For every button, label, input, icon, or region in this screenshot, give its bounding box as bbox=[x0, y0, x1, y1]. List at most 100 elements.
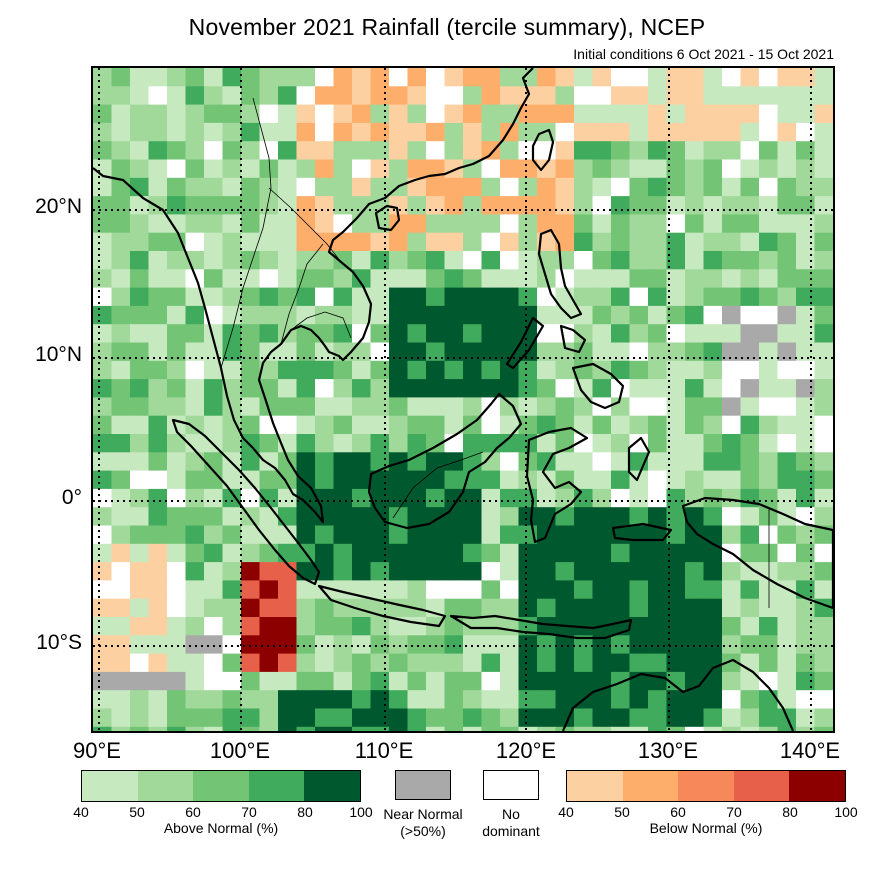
grid-cell bbox=[611, 635, 631, 655]
grid-cell bbox=[796, 635, 816, 655]
grid-cell bbox=[278, 690, 298, 710]
grid-cell bbox=[130, 342, 150, 362]
grid-cell bbox=[703, 635, 723, 655]
grid-cell bbox=[389, 635, 409, 655]
grid-cell bbox=[574, 580, 594, 600]
grid-cell bbox=[611, 452, 631, 472]
grid-cell bbox=[167, 324, 187, 344]
grid-cell bbox=[370, 379, 390, 398]
grid-cell bbox=[666, 617, 686, 636]
grid-cell bbox=[148, 159, 168, 179]
grid-cell bbox=[407, 269, 427, 289]
grid-cell bbox=[611, 177, 631, 197]
grid-cell bbox=[370, 86, 390, 106]
grid-cell bbox=[555, 251, 575, 270]
grid-cell bbox=[685, 653, 705, 673]
grid-cell bbox=[648, 397, 668, 417]
grid-cell bbox=[167, 452, 187, 472]
grid-cell bbox=[722, 122, 742, 142]
grid-cell bbox=[722, 86, 742, 106]
grid-cell bbox=[370, 562, 390, 581]
grid-cell bbox=[426, 708, 446, 728]
coastline-taiwan bbox=[531, 128, 555, 172]
grid-cell bbox=[481, 617, 501, 636]
grid-cell bbox=[592, 488, 612, 508]
lon-label-90e: 90°E bbox=[73, 738, 121, 763]
grid-cell bbox=[481, 525, 501, 545]
grid-cell bbox=[111, 543, 131, 563]
grid-cell bbox=[185, 141, 205, 161]
grid-cell bbox=[629, 562, 649, 581]
legend-below-tick-3: 70 bbox=[726, 804, 742, 820]
grid-cell bbox=[574, 562, 594, 581]
grid-cell bbox=[130, 671, 150, 691]
grid-cell bbox=[296, 653, 316, 673]
grid-cell bbox=[148, 598, 168, 618]
grid-cell bbox=[333, 470, 353, 490]
grid-cell bbox=[685, 452, 705, 472]
grid-cell bbox=[796, 434, 816, 453]
grid-cell bbox=[259, 671, 279, 691]
grid-cell bbox=[407, 671, 427, 691]
grid-cell bbox=[278, 251, 298, 270]
grid-cell bbox=[167, 305, 187, 325]
grid-cell bbox=[611, 305, 631, 325]
grid-cell bbox=[130, 726, 150, 731]
coastline-halmahera bbox=[627, 436, 651, 482]
grid-cell bbox=[814, 122, 833, 142]
grid-cell bbox=[296, 452, 316, 472]
grid-cell bbox=[648, 196, 668, 215]
grid-cell bbox=[426, 287, 446, 307]
grid-cell bbox=[592, 598, 612, 618]
grid-cell bbox=[278, 360, 298, 380]
grid-cell bbox=[426, 525, 446, 545]
legend-below-tick-0: 40 bbox=[558, 804, 574, 820]
grid-cell bbox=[93, 598, 113, 618]
grid-cell bbox=[407, 104, 427, 124]
grid-cell bbox=[555, 598, 575, 618]
grid-cell bbox=[241, 415, 261, 435]
grid-cell bbox=[444, 525, 464, 545]
grid-cell bbox=[296, 287, 316, 307]
grid-cell bbox=[537, 360, 557, 380]
grid-cell bbox=[148, 287, 168, 307]
grid-cell bbox=[352, 159, 372, 179]
grid-cell bbox=[777, 196, 797, 215]
grid-cell bbox=[444, 653, 464, 673]
grid-cell bbox=[241, 452, 261, 472]
grid-cell bbox=[555, 360, 575, 380]
grid-cell bbox=[111, 324, 131, 344]
grid-cell bbox=[666, 580, 686, 600]
grid-cell bbox=[333, 580, 353, 600]
grid-cell bbox=[463, 452, 483, 472]
grid-cell bbox=[796, 690, 816, 710]
grid-cell bbox=[518, 690, 538, 710]
grid-cell bbox=[278, 159, 298, 179]
grid-cell bbox=[278, 141, 298, 161]
grid-cell bbox=[185, 708, 205, 728]
grid-cell bbox=[315, 196, 335, 215]
grid-cell bbox=[222, 726, 242, 731]
grid-cell bbox=[574, 269, 594, 289]
grid-cell bbox=[315, 86, 335, 106]
grid-cell bbox=[518, 177, 538, 197]
grid-cell bbox=[796, 68, 816, 87]
grid-cell bbox=[759, 86, 779, 106]
grid-cell bbox=[333, 122, 353, 142]
grid-cell bbox=[259, 635, 279, 655]
grid-cell bbox=[222, 635, 242, 655]
legend-above-tick-2: 60 bbox=[185, 804, 201, 820]
grid-cell bbox=[722, 196, 742, 215]
grid-cell bbox=[222, 415, 242, 435]
grid-cell bbox=[796, 269, 816, 289]
graticule bbox=[93, 68, 833, 731]
grid-cell bbox=[389, 360, 409, 380]
grid-cell bbox=[740, 324, 760, 344]
grid-cell bbox=[592, 214, 612, 234]
grid-cell bbox=[611, 708, 631, 728]
grid-cell bbox=[814, 488, 833, 508]
grid-cell bbox=[389, 617, 409, 636]
grid-cell bbox=[574, 434, 594, 453]
grid-cell bbox=[204, 726, 224, 731]
grid-cell bbox=[111, 251, 131, 270]
